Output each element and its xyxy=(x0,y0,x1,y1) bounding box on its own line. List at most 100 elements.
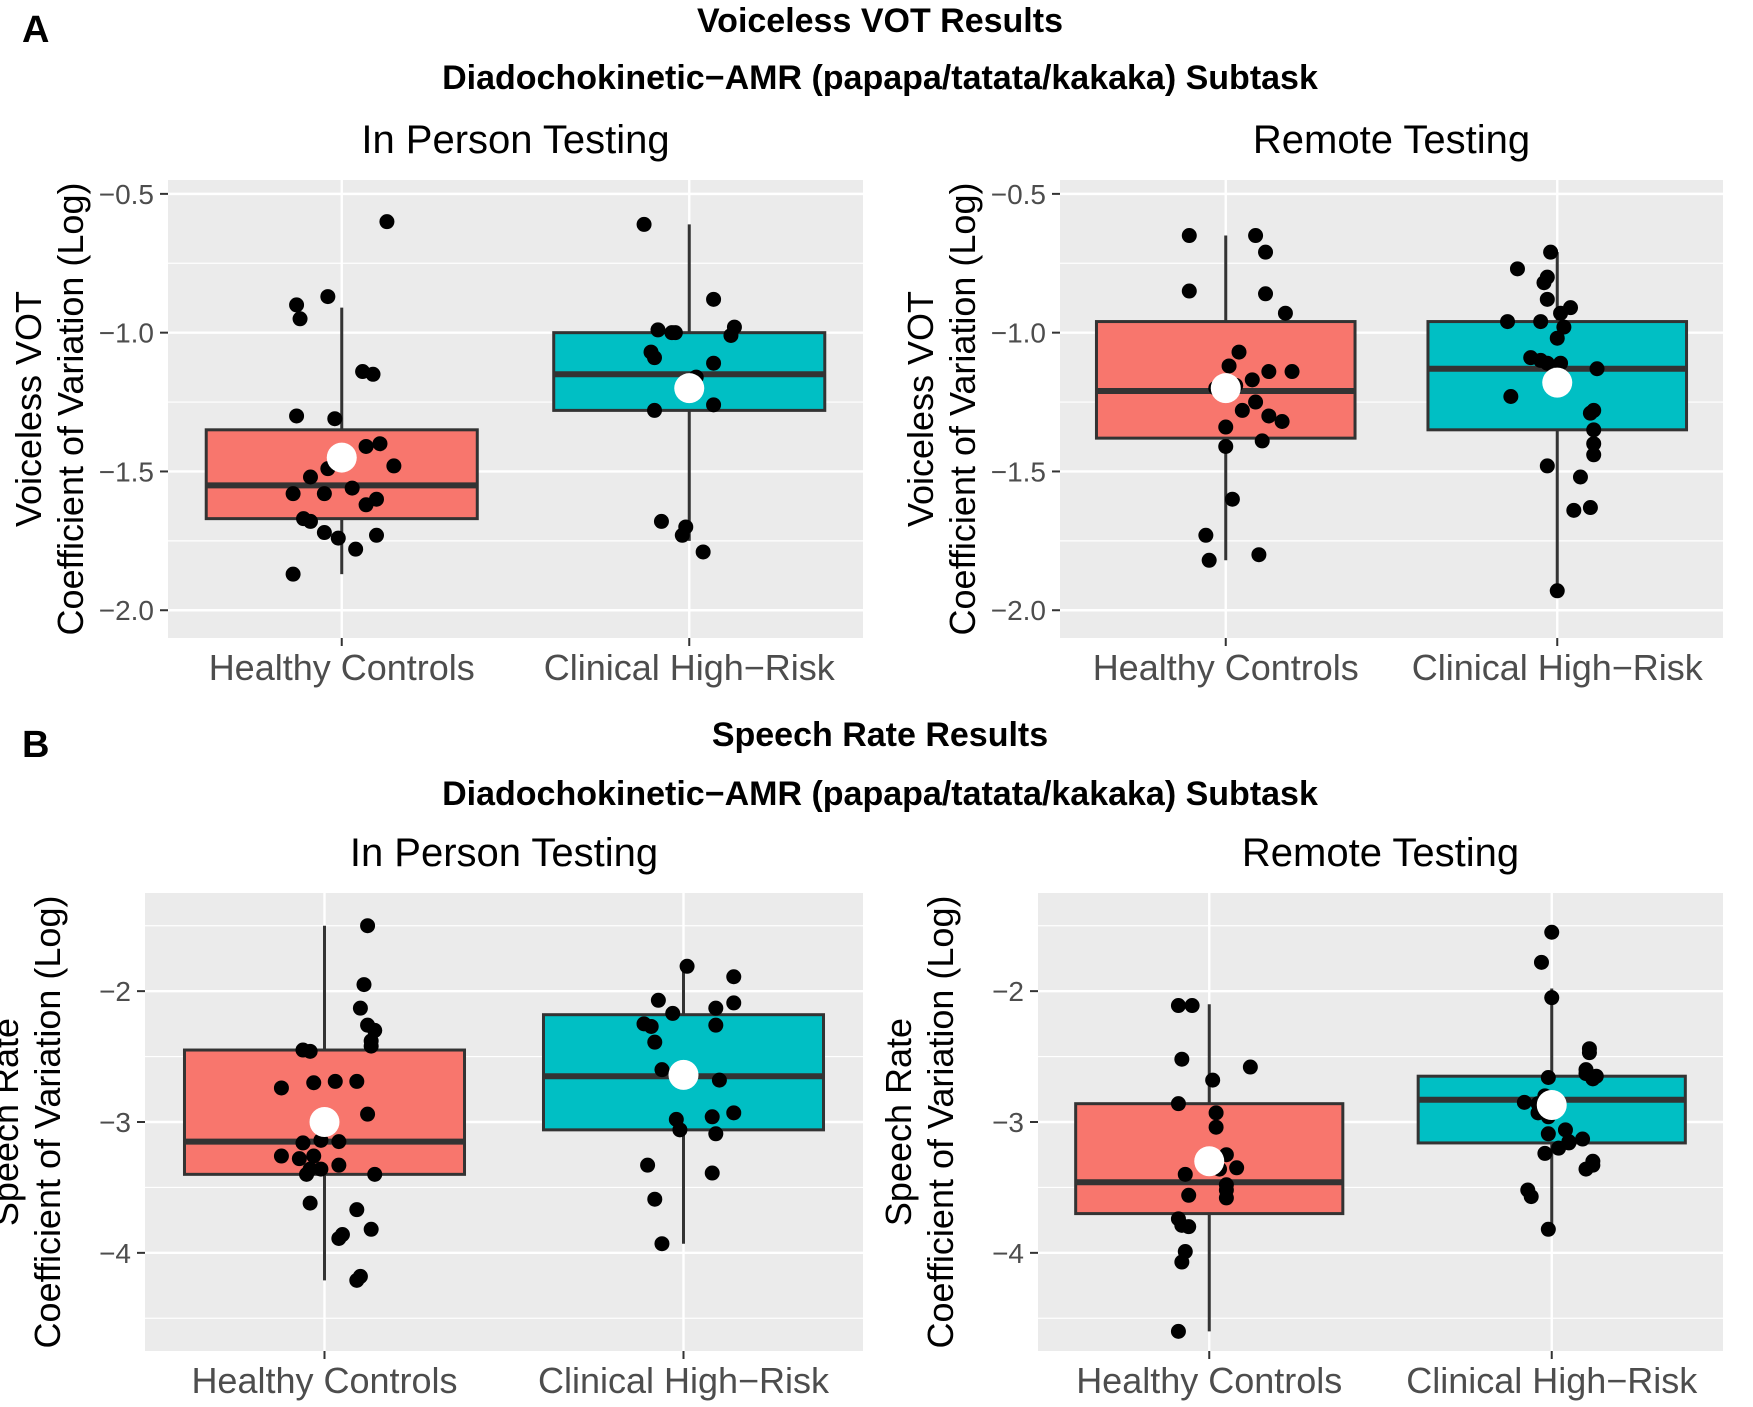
y-axis-label-line2: Coefficient of Variation (Log) xyxy=(942,183,983,636)
panel-a-letter: A xyxy=(22,9,49,51)
data-point xyxy=(289,408,305,424)
data-point xyxy=(1553,355,1569,371)
data-point xyxy=(295,1135,311,1151)
data-point xyxy=(1539,458,1555,474)
data-point xyxy=(1170,1323,1186,1339)
data-point xyxy=(1566,502,1582,518)
data-point xyxy=(352,1000,368,1016)
data-point xyxy=(1581,1045,1597,1061)
data-point xyxy=(285,486,301,502)
data-point xyxy=(292,311,308,327)
mean-point xyxy=(1536,1089,1567,1120)
data-point xyxy=(360,918,376,934)
data-point xyxy=(285,566,301,582)
y-tick-label: −0.5 xyxy=(991,179,1046,210)
panel-a-title: Voiceless VOT Results xyxy=(697,2,1063,40)
data-point xyxy=(1181,1187,1197,1203)
data-point xyxy=(672,1122,688,1138)
y-axis-label-line2: Coefficient of Variation (Log) xyxy=(50,183,91,636)
data-point xyxy=(327,411,343,427)
mean-point xyxy=(309,1107,340,1137)
mean-point xyxy=(326,442,357,473)
data-point xyxy=(1543,244,1559,260)
x-tick-label: Clinical High−Risk xyxy=(538,1360,830,1401)
data-point xyxy=(726,1105,742,1121)
data-point xyxy=(1181,283,1197,299)
data-point xyxy=(1557,1122,1573,1138)
mean-point xyxy=(674,373,705,404)
data-point xyxy=(299,1166,315,1182)
data-point xyxy=(1589,361,1605,377)
data-point xyxy=(1274,413,1290,429)
y-tick-label: −1.0 xyxy=(991,318,1046,349)
data-point xyxy=(1549,330,1565,346)
y-tick-label: −2 xyxy=(99,976,131,1007)
chart-2: −2.0 −1.5 −1.0 −0.5 Healthy Controls Clinical… xyxy=(900,118,1723,688)
data-point xyxy=(1575,1131,1591,1147)
y-axis-label-line1: Speech Rate xyxy=(0,1018,26,1226)
data-point xyxy=(1174,1051,1190,1067)
data-point xyxy=(706,355,722,371)
panel-b-letter: B xyxy=(22,724,49,766)
data-point xyxy=(1234,402,1250,418)
data-point xyxy=(1277,305,1293,321)
data-point xyxy=(1586,436,1602,452)
data-point xyxy=(334,1227,350,1243)
data-point xyxy=(1221,358,1237,374)
data-point xyxy=(674,527,690,543)
data-point xyxy=(1174,1254,1190,1270)
x-tick-label: Healthy Controls xyxy=(1093,647,1359,688)
data-point xyxy=(273,1080,289,1096)
data-point xyxy=(360,1106,376,1122)
facet-title: Remote Testing xyxy=(1242,831,1519,875)
data-point xyxy=(711,1072,727,1088)
data-point xyxy=(331,1157,347,1173)
data-point xyxy=(1248,394,1264,410)
data-point xyxy=(704,1109,720,1125)
data-point xyxy=(1544,990,1560,1006)
data-point xyxy=(706,291,722,307)
y-tick-label: −0.5 xyxy=(99,179,154,210)
data-point xyxy=(1218,419,1234,435)
data-point xyxy=(667,325,683,341)
data-point xyxy=(1218,1190,1234,1206)
data-point xyxy=(1224,491,1240,507)
data-point xyxy=(654,1236,670,1252)
data-point xyxy=(1229,1160,1245,1176)
data-point xyxy=(704,1165,720,1181)
y-axis-label-line1: Voiceless VOT xyxy=(900,291,941,527)
chart-1: −2.0 −1.5 −1.0 −0.5 Healthy Controls Clinical… xyxy=(8,118,863,688)
data-point xyxy=(1261,364,1277,380)
x-tick-label: Healthy Controls xyxy=(209,647,475,688)
data-point xyxy=(358,438,374,454)
data-point xyxy=(1181,228,1197,244)
data-point xyxy=(363,1221,379,1237)
data-point xyxy=(1205,1072,1221,1088)
data-point xyxy=(349,1272,365,1288)
y-tick-label: −2.0 xyxy=(99,595,154,626)
mean-point xyxy=(1194,1146,1225,1177)
data-point xyxy=(316,525,332,541)
data-point xyxy=(1539,291,1555,307)
y-tick-label: −1.0 xyxy=(99,318,154,349)
y-axis-label-line2: Coefficient of Variation (Log) xyxy=(920,896,961,1349)
data-point xyxy=(306,1075,322,1091)
data-point xyxy=(1208,1119,1224,1135)
data-point xyxy=(1582,500,1598,516)
data-point xyxy=(1261,408,1277,424)
data-point xyxy=(1556,319,1572,335)
data-point xyxy=(647,1191,663,1207)
data-point xyxy=(726,969,742,985)
y-tick-label: −2 xyxy=(992,976,1024,1007)
data-point xyxy=(367,1166,383,1182)
chart-4: −4 −3 −2 Healthy Controls Clinical High−Risk… xyxy=(878,831,1723,1401)
data-point xyxy=(1563,300,1579,316)
data-point xyxy=(1586,447,1602,463)
data-point xyxy=(1251,547,1267,563)
data-point xyxy=(1184,998,1200,1014)
data-point xyxy=(1201,552,1217,568)
data-point xyxy=(1533,314,1549,330)
data-point xyxy=(302,469,318,485)
facet-title: In Person Testing xyxy=(350,831,658,875)
data-point xyxy=(679,958,695,974)
